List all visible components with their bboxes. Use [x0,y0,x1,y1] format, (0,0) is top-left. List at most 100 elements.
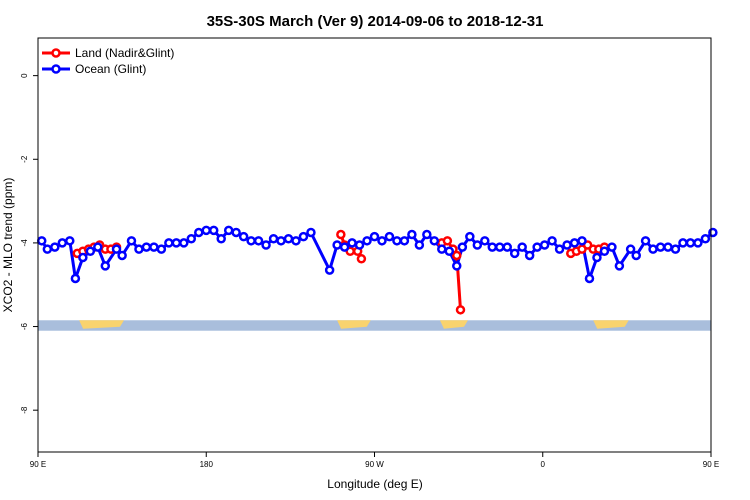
ocean-series-point [179,238,189,248]
ocean-series-point [261,240,271,250]
ocean-series-point [70,273,81,284]
ocean-series-point [216,233,226,244]
chart-title: 35S-30S March (Ver 9) 2014-09-06 to 2018… [207,13,544,30]
ocean-series-point [117,250,127,261]
ocean-series-point [238,231,249,242]
ocean-series-point [678,238,688,248]
ocean-series-point [268,233,279,244]
ocean-series-point [631,250,641,261]
legend-ocean-marker [51,64,61,74]
ocean-band [38,320,711,331]
axes: 90 E 180 90 W 0 90 E 0 -2 -4 -6 -8 [20,73,719,469]
plot-frame [37,37,712,453]
ocean-series-point [437,244,447,254]
ocean-series-point [100,261,111,271]
ocean-series-point [495,242,505,252]
ocean-series-point [592,252,602,263]
legend-ocean-label: Ocean (Glint) [75,62,146,76]
land-series-point [336,229,346,240]
ocean-series-point [194,227,204,238]
ocean-series-point [36,236,47,246]
ocean-series-point [362,236,372,246]
ocean-series-point [547,236,557,246]
ocean-series-point [457,242,468,252]
ocean-series-point [685,238,696,248]
x-axis-label: Longitude (deg E) [327,477,422,491]
ocean-series-point [487,242,498,252]
x-tick-label: 90 W [365,460,384,469]
ocean-series-point [369,231,380,242]
ocean-series-point [111,244,122,254]
land-series-point [455,305,466,315]
ocean-series-point [42,244,53,254]
ocean-series-point [577,236,587,246]
y-tick-label: -2 [20,155,29,163]
ocean-series-point [306,227,316,238]
ocean-series-point [640,236,651,246]
ocean-series-point [392,236,402,246]
legend: Land (Nadir&Glint) Ocean (Glint) [42,46,174,76]
land-patch [593,320,629,329]
ocean-series-point [223,225,234,236]
ocean-series-point [532,242,542,252]
ocean-series-point [354,240,365,250]
x-tick-label: 180 [200,460,214,469]
ocean-series-point [539,240,550,250]
ocean-series-point [149,242,159,252]
ocean-series-point [625,244,636,254]
ocean-series-point [663,242,673,252]
ocean-series-point [208,225,219,236]
ocean-series-point [186,233,197,244]
ocean-series-point [693,238,703,248]
ocean-series-point [422,229,432,240]
ocean-series-point [276,236,286,246]
ocean-series-point [502,242,512,252]
ocean-series-point [50,242,60,252]
ocean-series-point [708,227,718,238]
ocean-series-point [562,240,572,250]
ocean-series-point [614,261,625,271]
land-series-point [452,250,462,261]
y-axis-label: XCO2 - MLO trend (ppm) [1,178,15,313]
ocean-series-point [324,265,335,275]
x-tick-label: 0 [541,460,546,469]
ocean-series-point [452,261,462,271]
ocean-series-point [283,233,294,244]
ocean-series-point [57,238,68,248]
y-tick-label: -6 [20,322,29,330]
ocean-series-point [444,246,455,257]
ocean-series-point [93,242,103,252]
ocean-series-point [465,231,475,242]
ocean-series-point [134,244,144,254]
ocean-series-point [700,233,711,244]
x-tick-label: 90 E [703,460,719,469]
ocean-series-point [164,238,174,248]
legend-land-label: Land (Nadir&Glint) [75,46,174,60]
ocean-series-point [384,231,395,242]
land-series-point [442,236,453,246]
ocean-series-point [85,246,96,257]
ocean-series-point [480,236,490,246]
ocean-series-point [201,225,211,236]
ocean-series-point [78,252,88,263]
y-tick-label: -4 [20,239,29,247]
ocean-series-point [332,240,342,250]
y-tick-label: 0 [20,73,29,78]
ocean-series-point [599,246,610,257]
ocean-series-point [407,229,417,240]
ocean-series-point [648,244,658,254]
x-tick-label: 90 E [30,460,46,469]
ocean-series-point [607,242,617,252]
ocean-series-point [414,240,425,250]
ocean-series-point [429,236,440,246]
series-layer [36,225,718,315]
ocean-series-point [65,236,75,246]
ocean-series-point [291,236,301,246]
ocean-series-point [347,238,357,248]
ocean-series-point [554,244,565,254]
ocean-series-point [246,236,256,246]
ocean-series-point [141,242,152,252]
ocean-series-point [509,248,520,259]
ocean-series-point [298,231,309,242]
